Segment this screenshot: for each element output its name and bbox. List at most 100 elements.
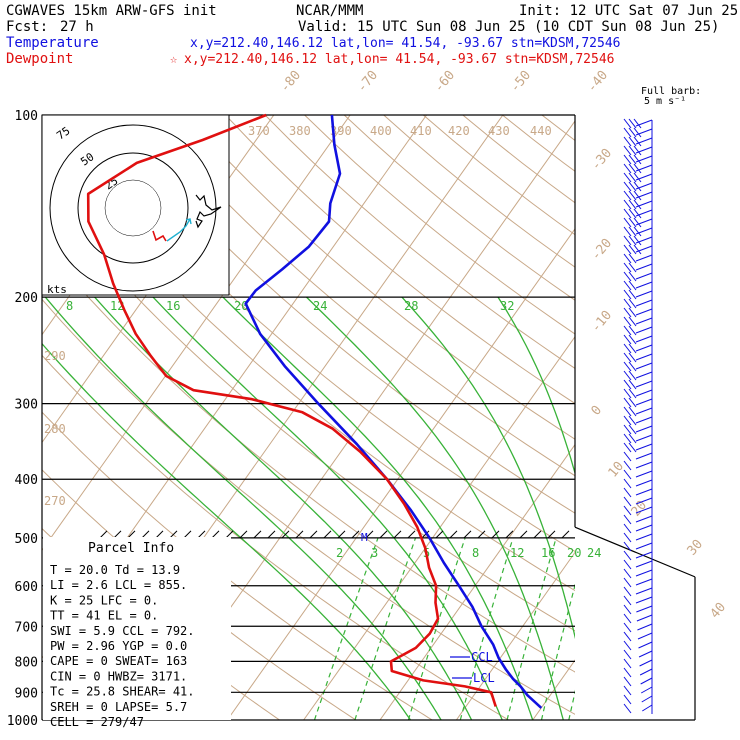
parcel-info-row: CAPE = 0 SWEAT= 163: [50, 654, 187, 668]
wind-barb: [635, 497, 653, 505]
wind-barb: [635, 317, 653, 325]
wind-barb: [635, 308, 653, 316]
ccl-label: CCL: [471, 650, 493, 664]
dry-adiabat: [106, 115, 575, 514]
parcel-info-row: SWI = 5.9 CCL = 792.: [50, 624, 195, 638]
wind-barb: [635, 290, 653, 298]
wind-barb: [642, 704, 653, 712]
parcel-info-row: LI = 2.6 LCL = 855.: [50, 578, 187, 592]
dry-adiabat: [422, 115, 575, 236]
wind-barb: [635, 452, 653, 460]
isotherm-line: [455, 551, 575, 720]
wind-barb: [635, 551, 653, 559]
hodograph-rings: [49, 124, 217, 292]
pressure-label-700: 700: [15, 620, 38, 635]
isotherm-line: [685, 115, 740, 720]
hodograph-ring: [49, 124, 217, 292]
moist-adiabat-label: 32: [500, 299, 514, 313]
theta-label: 400: [370, 124, 392, 138]
wind-barb: [635, 488, 653, 496]
dewpoint-legend-info: x,y=212.40,146.12 lat,lon= 41.54, -93.67…: [184, 52, 614, 67]
wind-barb: [640, 686, 653, 694]
theta-label: 430: [488, 124, 510, 138]
wind-barbs: [623, 118, 653, 714]
pressure-label-200: 200: [15, 291, 38, 306]
hodograph-red-trace: [152, 230, 167, 242]
wind-barb: [635, 335, 653, 343]
wind-barb: [635, 254, 653, 262]
isotherm-label: -40: [585, 68, 612, 96]
isotherm-label: -30: [589, 146, 616, 174]
isotherm-label: -10: [589, 308, 616, 336]
wind-barb: [635, 425, 653, 433]
parcel-info-row: T = 20.0 Td = 13.9: [50, 563, 180, 577]
theta-label: 280: [44, 422, 66, 436]
theta-label: 380: [289, 124, 311, 138]
isotherm-line: [42, 115, 351, 552]
hodograph-ring-50: 50: [78, 150, 96, 168]
wind-barb: [638, 641, 653, 649]
hodograph-ring-75: 75: [54, 124, 72, 142]
dry-adiabat: [66, 115, 575, 553]
mixing-ratio-line: [506, 537, 557, 720]
parcel-info-row: TT = 41 EL = 0.: [50, 609, 158, 623]
parcel-info-row: CIN = 0 HWBZ= 3171.: [50, 669, 187, 683]
pressure-label-500: 500: [15, 532, 38, 547]
dry-adiabat: [146, 115, 575, 477]
wind-barb: [635, 542, 653, 550]
moist-adiabat-label: 16: [166, 299, 180, 313]
model-title: CGWAVES 15km ARW-GFS init: [6, 3, 217, 19]
isotherm-label: 0: [589, 403, 606, 419]
wind-barb: [635, 362, 653, 370]
forecast-hour: 27 h: [60, 19, 94, 35]
wind-barb: [637, 623, 653, 631]
wind-barb: [637, 632, 653, 640]
theta-label: 410: [410, 124, 432, 138]
dry-adiabat: [185, 115, 575, 440]
pressure-label-100: 100: [15, 109, 38, 124]
pressure-label-1000: 1000: [7, 714, 38, 729]
wind-barb: [635, 281, 653, 289]
hodograph-ring: [104, 179, 162, 237]
mixing-ratio-label: 8: [472, 546, 479, 560]
wind-barb: [635, 578, 653, 586]
isotherm-label: 30: [685, 537, 707, 559]
hodograph-trace: [195, 194, 222, 229]
temperature-profile: [244, 114, 543, 709]
temperature-legend-label: Temperature: [6, 35, 99, 51]
moist-adiabat-label: 24: [313, 299, 327, 313]
isotherm-label: -60: [432, 68, 459, 96]
hodograph-unit: kts: [47, 283, 67, 296]
dewpoint-star-icon: ☆: [170, 52, 177, 66]
melting-level-marker: M: [361, 531, 368, 544]
isotherm-label: -50: [508, 68, 535, 96]
pressure-label-800: 800: [15, 655, 38, 670]
moist-adiabat: [306, 296, 564, 720]
moist-adiabat-label: 28: [404, 299, 418, 313]
wind-barb: [635, 407, 653, 415]
wind-barb: [640, 677, 653, 685]
pressure-label-300: 300: [15, 398, 38, 413]
wind-barb: [635, 587, 653, 595]
dry-adiabat: [462, 115, 575, 204]
isotherm-label: -80: [278, 68, 305, 96]
mixing-ratio-line: [459, 537, 514, 720]
isotherm-label: 10: [606, 459, 628, 481]
isotherm-line: [226, 228, 575, 720]
mixing-ratio-label: 12: [510, 546, 524, 560]
wind-barb: [639, 659, 653, 667]
wind-barb: [635, 443, 653, 451]
wind-barb: [635, 515, 653, 523]
wind-barb: [635, 326, 653, 334]
wind-barb: [635, 272, 653, 280]
mixing-ratio-line: [407, 537, 466, 720]
wind-barb: [635, 371, 653, 379]
isotherm-label: -70: [355, 68, 382, 96]
temperature-legend-info: x,y=212.40,146.12 lat,lon= 41.54, -93.67…: [190, 36, 620, 51]
wind-barb: [635, 344, 653, 352]
barb-legend-line1: Full barb:: [641, 86, 701, 97]
mixing-ratio-label: 24: [587, 546, 601, 560]
dewpoint-profile: [86, 113, 497, 707]
dewpoint-legend-label: Dewpoint: [6, 51, 73, 67]
wind-barb: [635, 560, 653, 568]
